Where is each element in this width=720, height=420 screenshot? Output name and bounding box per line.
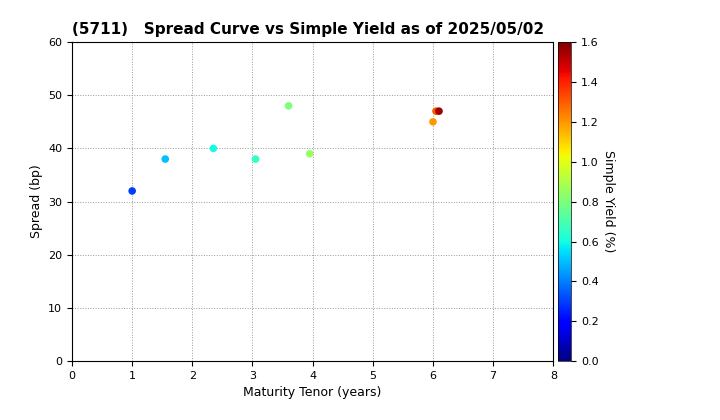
Text: (5711)   Spread Curve vs Simple Yield as of 2025/05/02: (5711) Spread Curve vs Simple Yield as o…	[72, 22, 544, 37]
Point	[160, 156, 171, 163]
Point	[427, 118, 438, 125]
Y-axis label: Simple Yield (%): Simple Yield (%)	[602, 150, 616, 253]
Point	[250, 156, 261, 163]
Point	[433, 108, 445, 115]
Point	[431, 108, 442, 115]
Point	[304, 150, 315, 157]
X-axis label: Maturity Tenor (years): Maturity Tenor (years)	[243, 386, 382, 399]
Point	[283, 102, 294, 109]
Point	[207, 145, 219, 152]
Y-axis label: Spread (bp): Spread (bp)	[30, 165, 42, 239]
Point	[127, 188, 138, 194]
